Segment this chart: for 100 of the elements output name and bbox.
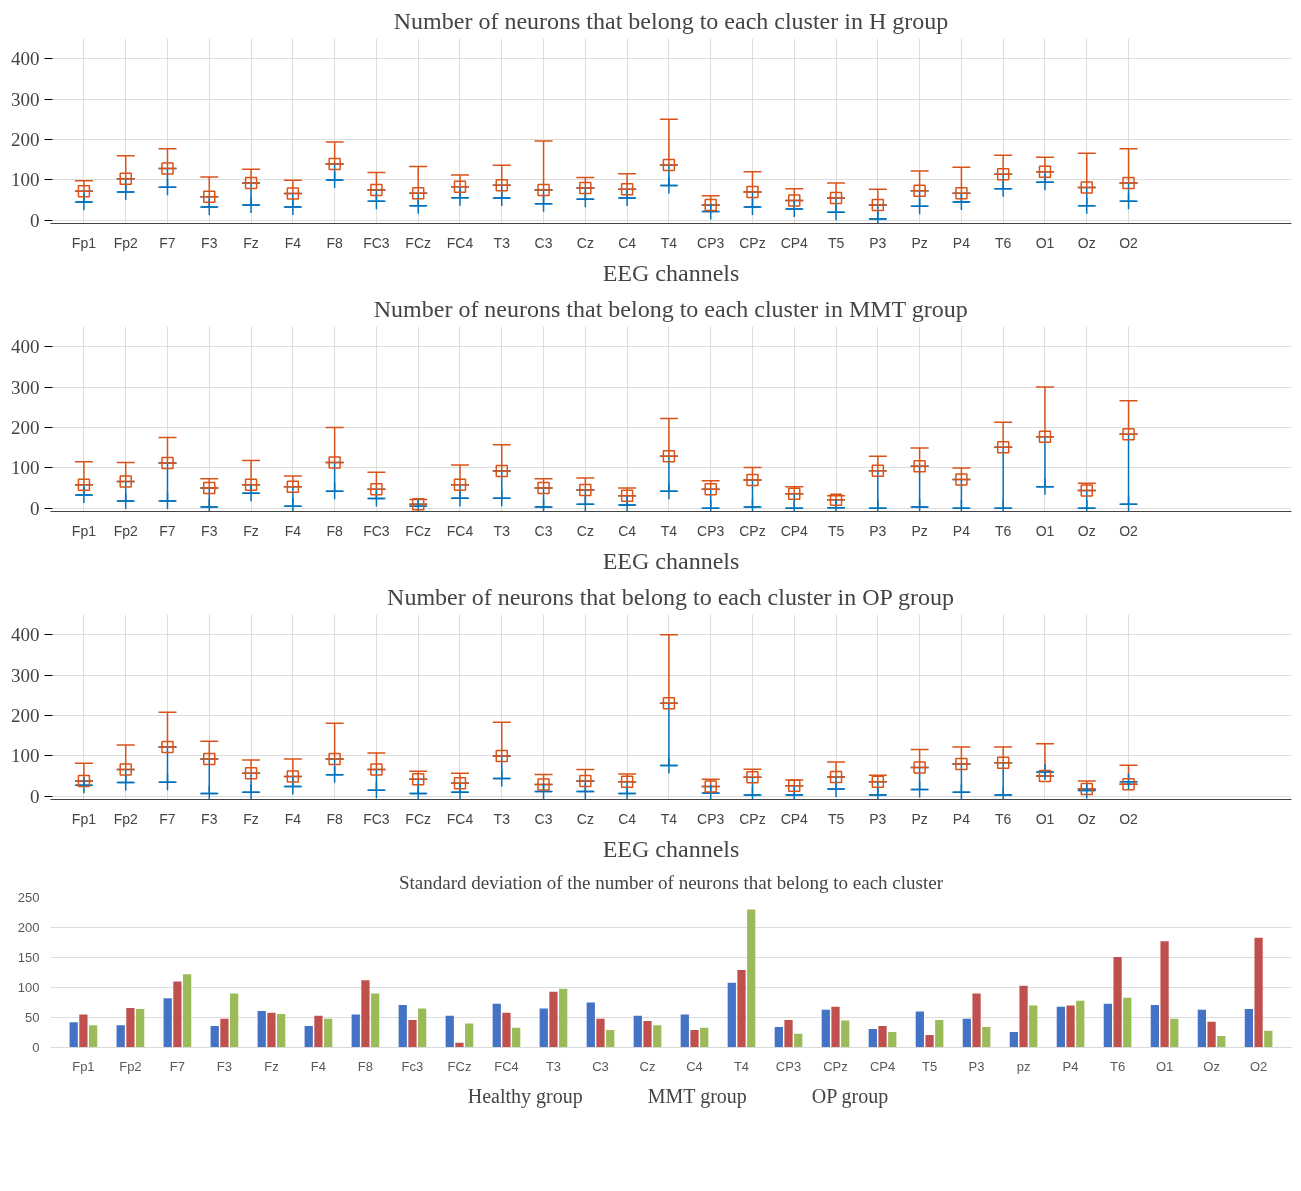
x-tick-label: T5 (827, 234, 845, 251)
chart-title: Number of neurons that belong to each cluster in OP group (387, 583, 955, 610)
bar (361, 980, 370, 1048)
x-tick-label: Cz (639, 1058, 656, 1074)
x-tick-label: FC4 (446, 234, 474, 251)
point (955, 186, 968, 200)
point (158, 492, 177, 510)
point (495, 178, 509, 192)
x-tick-label: Oz (1203, 1058, 1220, 1074)
y-tick-label: 400 (11, 48, 40, 70)
point (746, 473, 759, 487)
point (1122, 428, 1135, 441)
point (788, 194, 801, 207)
x-tick-label: Fp1 (71, 234, 97, 251)
x-tick-label: P3 (869, 234, 887, 251)
point (1036, 763, 1054, 781)
bar (915, 1011, 924, 1048)
x-tick-label: Fz (264, 1058, 279, 1074)
point (119, 475, 132, 488)
point (1080, 782, 1094, 796)
bar (868, 1028, 877, 1048)
x-tick-label: T5 (921, 1058, 938, 1074)
point (451, 783, 469, 800)
point (662, 697, 676, 710)
x-tick-label: Pz (911, 522, 928, 539)
x-axis-title: EEG channels (602, 547, 740, 574)
x-tick-label: F7 (159, 522, 176, 539)
point (829, 770, 843, 784)
point (409, 196, 427, 215)
point (994, 180, 1012, 198)
x-tick-label: F8 (326, 234, 344, 251)
point (325, 766, 344, 784)
bar (314, 1015, 323, 1048)
x-tick-label: T6 (995, 810, 1012, 827)
x-tick-label: Fz (243, 234, 259, 251)
point (1038, 430, 1052, 444)
point (996, 167, 1010, 181)
x-tick-label: P3 (968, 1058, 985, 1074)
bar (596, 1018, 605, 1048)
x-tick-label: O2 (1119, 522, 1139, 539)
bar (304, 1025, 313, 1048)
x-tick-label: CPz (823, 1058, 848, 1074)
x-tick-label: O1 (1035, 810, 1055, 827)
point (1119, 192, 1138, 211)
x-tick-label: FC3 (363, 522, 390, 539)
y-tick-label: 100 (11, 745, 40, 767)
bar (173, 981, 182, 1048)
bar (126, 1007, 135, 1048)
x-tick-label: C4 (686, 1058, 703, 1074)
bar (1066, 1005, 1075, 1048)
x-tick-label: F3 (216, 1058, 233, 1074)
bar (418, 1008, 427, 1048)
y-tick-label: 0 (30, 209, 40, 231)
point (788, 487, 801, 500)
bar (727, 982, 736, 1048)
bar (774, 1027, 783, 1048)
point (370, 483, 383, 496)
y-tick-label: 400 (11, 624, 40, 646)
bar (88, 1025, 98, 1048)
bar (324, 1018, 333, 1048)
x-tick-label: O2 (1249, 1058, 1268, 1074)
bar (1264, 1030, 1273, 1048)
point (579, 774, 592, 788)
point (913, 460, 926, 473)
point (119, 172, 132, 185)
point (495, 749, 509, 763)
bar (586, 1002, 595, 1048)
x-tick-label: F7 (159, 810, 176, 827)
point (328, 157, 341, 171)
bar (794, 1033, 803, 1048)
point (200, 784, 219, 800)
point (325, 482, 344, 501)
point (704, 483, 717, 496)
x-tick-label: FCz (447, 1058, 472, 1074)
x-tick-label: Fp2 (119, 1058, 142, 1074)
bar (277, 1013, 286, 1048)
x-tick-label: FCz (405, 234, 432, 251)
x-tick-label: P4 (952, 522, 971, 539)
bar (267, 1012, 276, 1048)
point (955, 473, 968, 486)
x-tick-label: FCz (405, 522, 432, 539)
bar (1150, 1004, 1159, 1048)
point (827, 203, 845, 221)
point (116, 183, 135, 201)
series-label: Healthy group (467, 1084, 583, 1108)
point (495, 464, 509, 478)
x-tick-label: F8 (326, 522, 344, 539)
point (1036, 173, 1054, 192)
point (1080, 484, 1094, 497)
x-tick-label: Fp1 (71, 522, 97, 539)
x-tick-label: F7 (169, 1058, 186, 1074)
point (328, 752, 341, 766)
point (618, 189, 636, 207)
point (242, 783, 260, 800)
point (701, 784, 720, 800)
bar (163, 998, 172, 1048)
point (660, 756, 678, 775)
bar (1207, 1021, 1216, 1048)
point (370, 183, 383, 197)
x-tick-label: P4 (952, 234, 971, 251)
